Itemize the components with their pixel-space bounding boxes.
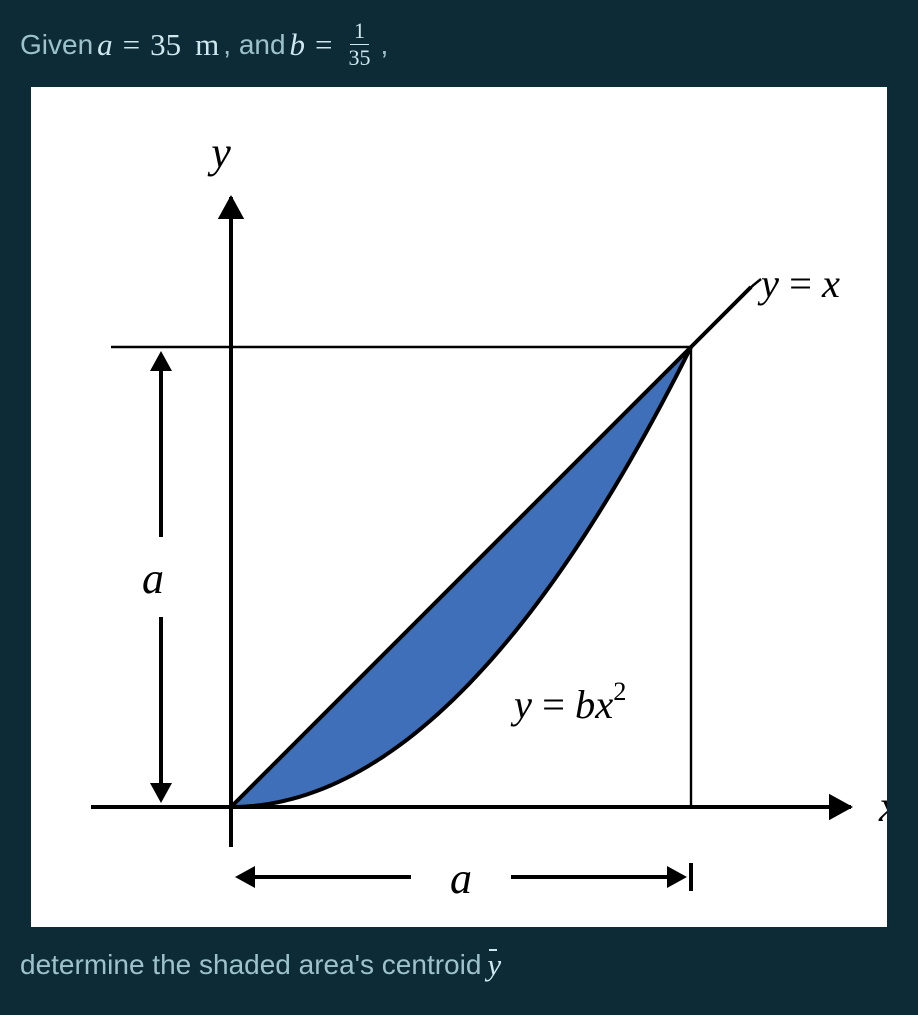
value-a: 35 bbox=[150, 27, 181, 63]
fraction-den: 35 bbox=[345, 45, 375, 69]
fraction-b: 1 35 bbox=[345, 20, 375, 69]
equals-2: = bbox=[309, 27, 338, 63]
problem-statement-top: Given a = 35 m , and b = 1 35 , bbox=[20, 20, 898, 69]
text-given: Given bbox=[20, 29, 93, 61]
diagram-svg: y x a a y = x y = bx2 bbox=[31, 87, 887, 927]
text-determine: determine the shaded area's centroid bbox=[20, 949, 481, 981]
equals-1: = bbox=[117, 27, 146, 63]
var-a: a bbox=[97, 27, 113, 63]
svg-text:y: y bbox=[207, 128, 231, 177]
text-mid: , and bbox=[223, 29, 285, 61]
svg-text:y = bx2: y = bx2 bbox=[510, 676, 626, 727]
fraction-num: 1 bbox=[350, 20, 369, 45]
svg-text:y = x: y = x bbox=[757, 261, 840, 306]
text-suffix: , bbox=[381, 29, 389, 61]
y-bar: y bbox=[487, 947, 501, 983]
diagram: y x a a y = x y = bx2 bbox=[31, 87, 887, 927]
svg-text:x: x bbox=[878, 782, 887, 831]
var-b: b bbox=[290, 27, 306, 63]
svg-text:a: a bbox=[142, 554, 164, 603]
problem-statement-bottom: determine the shaded area's centroid y bbox=[20, 947, 898, 983]
unit-a: m bbox=[195, 27, 219, 63]
svg-text:a: a bbox=[450, 854, 472, 903]
